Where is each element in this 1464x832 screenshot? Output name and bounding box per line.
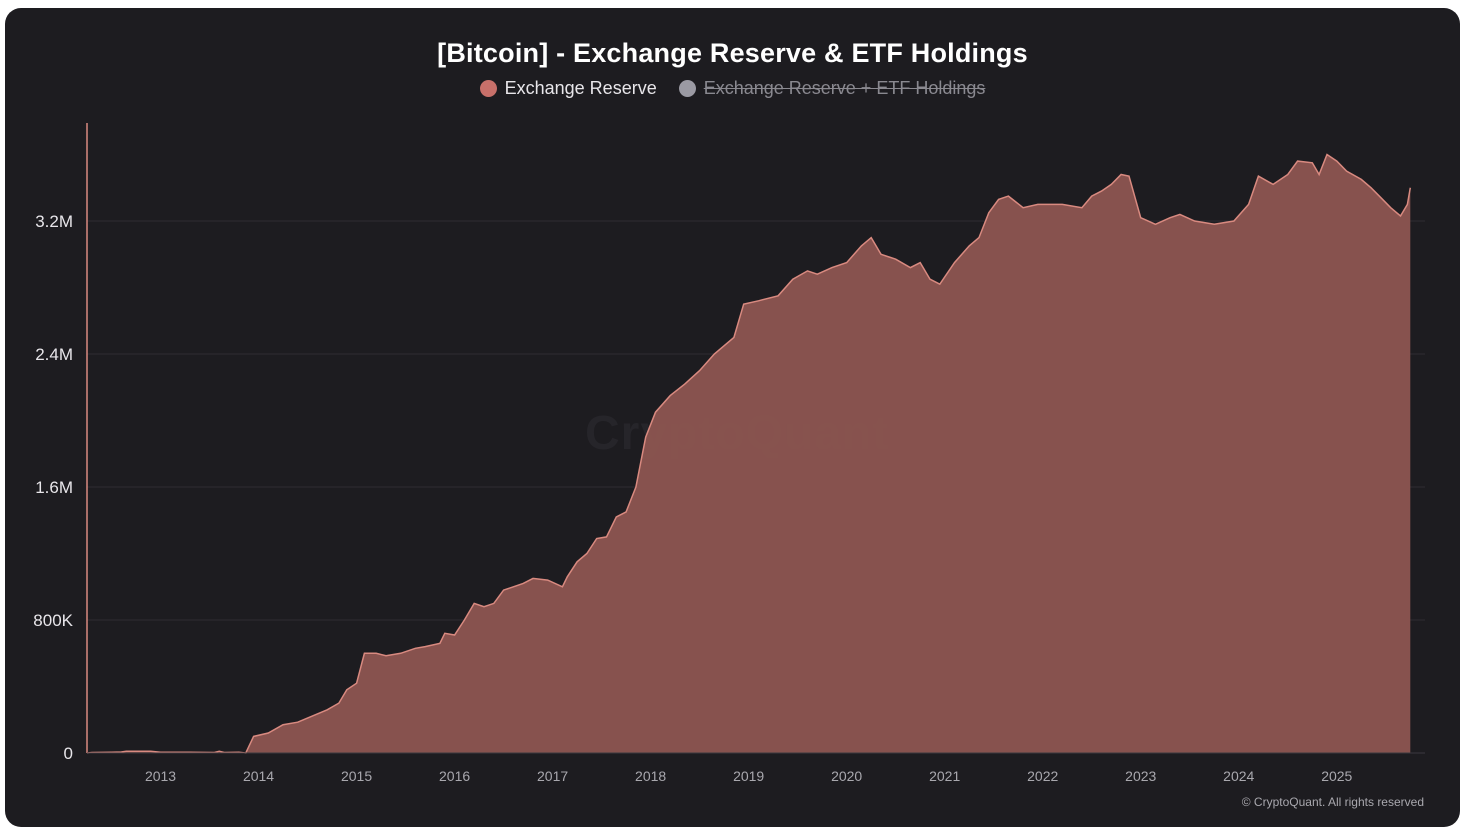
y-tick-label-2: 1.6M xyxy=(35,478,73,497)
x-tick-label-2016: 2016 xyxy=(439,768,470,784)
x-tick-label-2022: 2022 xyxy=(1027,768,1058,784)
series-area xyxy=(86,153,1412,754)
legend-dot-exchange-reserve xyxy=(479,80,497,97)
y-tick-label-1: 800K xyxy=(33,611,73,630)
x-tick-label-2018: 2018 xyxy=(635,768,666,784)
series-area-fill-exchange-reserve[interactable] xyxy=(87,154,1411,754)
legend-label-exchange-reserve: Exchange Reserve xyxy=(504,78,657,98)
x-tick-label-2019: 2019 xyxy=(733,768,764,784)
legend-label-exchange-reserve-etf: Exchange Reserve + ETF Holdings xyxy=(703,78,986,98)
axes xyxy=(86,123,1425,754)
x-tick-label-2013: 2013 xyxy=(145,768,176,784)
copyright-credit: © CryptoQuant. All rights reserved xyxy=(1241,795,1424,809)
y-axis-ticks: 0 800K 1.6M 2.4M 3.2M xyxy=(33,212,73,763)
x-axis-ticks: 2013 2014 2015 2016 2017 2018 2019 2020 2021 2022… xyxy=(145,768,1353,784)
x-tick-label-2024: 2024 xyxy=(1223,768,1254,784)
legend-item-exchange-reserve-etf[interactable]: Exchange Reserve + ETF Holdings xyxy=(678,78,986,99)
x-tick-label-2025: 2025 xyxy=(1321,768,1352,784)
chart-title: [Bitcoin] - Exchange Reserve & ETF Holdi… xyxy=(437,38,1028,68)
legend-item-exchange-reserve[interactable]: Exchange Reserve xyxy=(479,78,657,99)
chart-legend: Exchange Reserve Exchange Reserve + ETF … xyxy=(5,78,1460,99)
x-tick-label-2015: 2015 xyxy=(341,768,372,784)
y-tick-label-4: 3.2M xyxy=(35,212,73,231)
x-tick-label-2020: 2020 xyxy=(831,768,862,784)
x-tick-label-2021: 2021 xyxy=(929,768,960,784)
y-tick-label-0: 0 xyxy=(64,744,73,763)
legend-dot-exchange-reserve-etf xyxy=(678,80,696,97)
x-tick-label-2014: 2014 xyxy=(243,768,274,784)
series-line-exchange-reserve xyxy=(86,153,1412,754)
x-tick-label-2023: 2023 xyxy=(1125,768,1156,784)
x-tick-label-2017: 2017 xyxy=(537,768,568,784)
chart-card: [Bitcoin] - Exchange Reserve & ETF Holdi… xyxy=(5,8,1460,827)
y-tick-label-3: 2.4M xyxy=(35,345,73,364)
